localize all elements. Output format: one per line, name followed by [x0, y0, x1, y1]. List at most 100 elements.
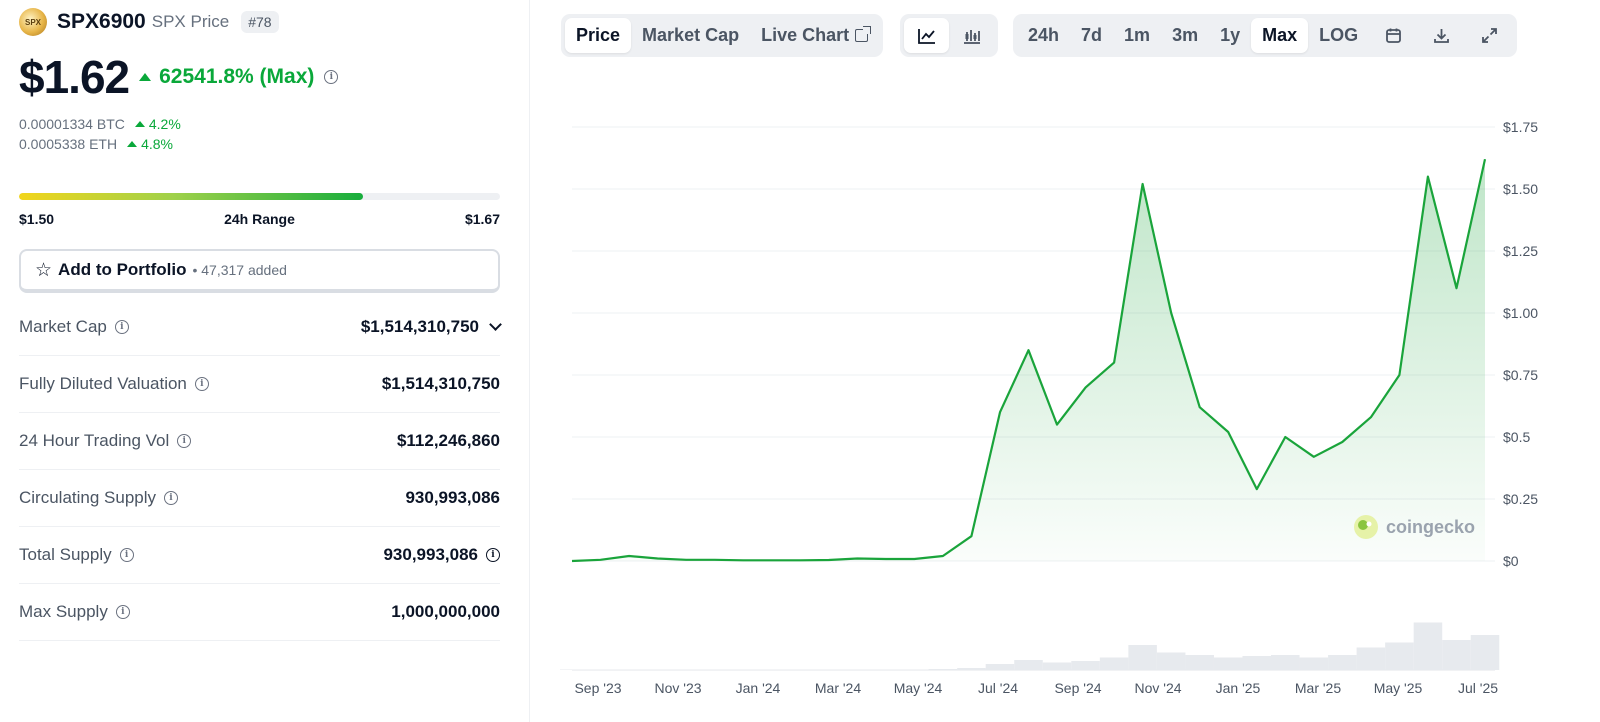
range-max[interactable]: Max: [1251, 18, 1309, 53]
stat-value: 930,993,086: [383, 545, 478, 564]
x-tick-label: Jan '25: [1216, 680, 1261, 696]
range-low: $1.50: [19, 211, 55, 227]
add-to-portfolio-button[interactable]: ☆ Add to Portfolio • 47,317 added: [19, 249, 500, 293]
stat-label: Fully Diluted Valuation: [19, 374, 187, 393]
volume-bar: [1099, 657, 1129, 670]
volume-bar: [871, 669, 901, 670]
tab-live-chart[interactable]: Live Chart: [750, 18, 879, 53]
x-tick-label: Nov '24: [1134, 680, 1181, 696]
volume-bar: [560, 669, 587, 670]
volume-bar: [1299, 657, 1329, 670]
volume-bars: [560, 622, 1500, 670]
candlestick-chart-button[interactable]: [949, 18, 994, 53]
caret-up-icon: [139, 73, 152, 81]
stat-label: Total Supply: [19, 545, 112, 564]
y-tick-label: $1.00: [1503, 305, 1538, 321]
range-labels: $1.50 24h Range $1.67: [19, 211, 500, 227]
x-tick-label: Jan '24: [736, 680, 781, 696]
stat-value: 1,000,000,000: [391, 602, 500, 621]
volume-bar: [1271, 655, 1300, 670]
view-tabs: Price Market Cap Live Chart: [561, 14, 884, 57]
calendar-icon: [1385, 28, 1401, 43]
watermark-text: coingecko: [1386, 517, 1475, 537]
volume-bar: [1213, 657, 1243, 670]
stat-value: $1,514,310,750: [360, 317, 479, 336]
info-icon[interactable]: i: [324, 70, 339, 84]
volume-bar: [1014, 660, 1043, 670]
volume-bar: [671, 669, 701, 670]
tab-price[interactable]: Price: [565, 18, 632, 53]
y-axis: $1.75 $1.50 $1.25 $1.00 $0.75 $0.5 $0.25 $0: [1503, 119, 1538, 569]
stat-row-fdv: Fully Diluted Valuation i $1,514,310,750: [19, 356, 500, 413]
download-button[interactable]: [1417, 18, 1465, 53]
volume-bar: [757, 669, 786, 670]
price-chart[interactable]: $1.75 $1.50 $1.25 $1.00 $0.75 $0.5 $0.25 $0 Sep…: [560, 100, 1600, 710]
info-icon[interactable]: i: [114, 320, 129, 334]
range-tabs: 24h 7d 1m 3m 1y Max LOG: [1013, 14, 1518, 57]
candlestick-chart-icon: [963, 29, 980, 44]
fullscreen-icon: [1481, 28, 1497, 43]
info-icon[interactable]: i: [164, 491, 179, 505]
info-icon[interactable]: i: [177, 434, 192, 448]
x-tick-label: May '24: [894, 680, 943, 696]
volume-bar: [843, 669, 872, 670]
y-tick-label: $1.75: [1503, 119, 1538, 135]
range-1y[interactable]: 1y: [1220, 25, 1241, 45]
tab-market-cap[interactable]: Market Cap: [642, 25, 740, 45]
stats-list: Market Cap i $1,514,310,750 Fully Diluted…: [19, 299, 502, 641]
volume-bar: [900, 669, 929, 670]
chart-type-toggle: [900, 14, 998, 57]
chevron-down-icon[interactable]: [489, 318, 502, 331]
stat-row-market-cap[interactable]: Market Cap i $1,514,310,750: [19, 299, 502, 356]
y-tick-label: $1.50: [1503, 181, 1538, 197]
range-title: 24h Range: [224, 211, 295, 227]
y-tick-label: $0.25: [1503, 491, 1538, 507]
btc-price: 0.00001334 BTC: [19, 116, 125, 132]
range-1m[interactable]: 1m: [1124, 25, 1151, 45]
y-tick-label: $0.75: [1503, 367, 1538, 383]
range-7d[interactable]: 7d: [1081, 25, 1103, 45]
caret-up-icon: [127, 141, 138, 147]
price-line: [571, 158, 1487, 563]
info-icon[interactable]: i: [115, 605, 130, 619]
log-toggle[interactable]: LOG: [1319, 25, 1359, 45]
volume-bar: [614, 669, 644, 670]
eth-price-row: 0.0005338 ETH 4.8%: [19, 136, 173, 152]
stat-value: $1,514,310,750: [381, 374, 500, 393]
calendar-button[interactable]: [1369, 18, 1417, 53]
volume-bar: [586, 669, 615, 670]
line-chart-button[interactable]: [904, 18, 949, 53]
caret-up-icon: [134, 121, 145, 127]
eth-change: 4.8%: [141, 136, 173, 152]
info-icon[interactable]: i: [194, 377, 209, 391]
current-price: $1.62: [19, 51, 130, 103]
range-24h[interactable]: 24h: [1028, 25, 1060, 45]
price-chart-svg[interactable]: $1.75 $1.50 $1.25 $1.00 $0.75 $0.5 $0.25 $0 Sep…: [560, 100, 1600, 710]
coin-subtitle: SPX Price: [151, 12, 230, 31]
btc-change: 4.2%: [148, 116, 181, 132]
range-3m[interactable]: 3m: [1172, 25, 1199, 45]
download-icon: [1433, 29, 1449, 43]
x-tick-label: Mar '25: [1295, 680, 1341, 696]
stat-label: Circulating Supply: [19, 488, 157, 507]
x-tick-label: May '25: [1374, 680, 1423, 696]
fullscreen-button[interactable]: [1465, 18, 1513, 53]
x-tick-label: Nov '23: [654, 680, 701, 696]
volume-bar: [1470, 635, 1500, 670]
stat-label: Max Supply: [19, 602, 108, 621]
volume-bar: [1242, 656, 1272, 670]
price-row: $1.62 62541.8% (Max) i: [19, 50, 339, 104]
stat-row-total-supply: Total Supply i 930,993,086 i: [19, 527, 500, 584]
volume-bar: [1128, 645, 1157, 670]
info-icon[interactable]: i: [486, 548, 500, 562]
volume-bar: [1071, 661, 1100, 670]
coin-info-panel: SPX SPX6900 SPX Price #78 $1.62 62541.8%…: [0, 0, 530, 722]
volume-bar: [1156, 652, 1186, 670]
watermark: coingecko: [1354, 515, 1475, 539]
info-icon[interactable]: i: [119, 548, 134, 562]
star-icon: ☆: [35, 259, 53, 281]
stat-label: Market Cap: [19, 317, 107, 336]
volume-bar: [1385, 642, 1414, 670]
btc-price-row: 0.00001334 BTC 4.2%: [19, 116, 181, 132]
y-tick-label: $1.25: [1503, 243, 1538, 259]
